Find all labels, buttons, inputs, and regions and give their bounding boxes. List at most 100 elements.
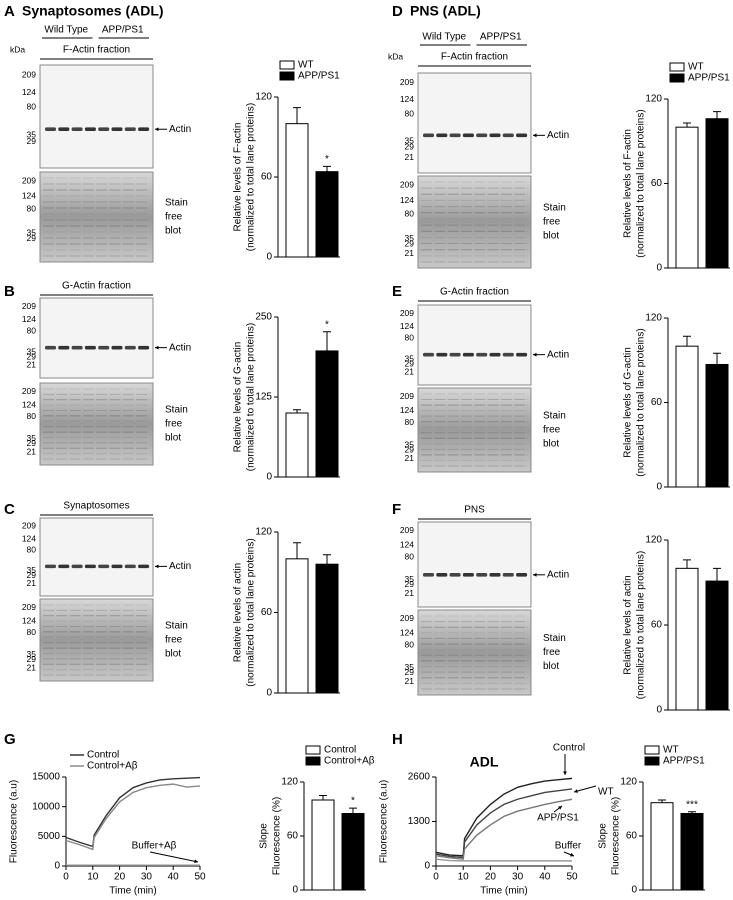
band [138, 345, 150, 350]
y-tick-label: 120 [255, 92, 272, 103]
band [516, 573, 528, 577]
y-tick-label: 60 [261, 607, 273, 618]
error-bar [658, 799, 666, 803]
band [476, 352, 488, 357]
fraction-label: PNS [464, 505, 485, 516]
fraction-label: F-Actin fraction [63, 45, 130, 56]
error-bar [323, 165, 331, 172]
legend-swatch [644, 756, 660, 766]
blot-image [39, 297, 154, 379]
ladder-label: 35 [405, 574, 415, 584]
group-label: APP/PS1 [480, 32, 522, 43]
y-tick-label: 125 [255, 392, 272, 403]
ladder-label: 209 [22, 521, 36, 531]
bar [675, 126, 699, 269]
ladder-label: 29 [405, 579, 415, 589]
y-tick-label: 60 [651, 178, 663, 189]
band [476, 573, 488, 577]
stain-label: Stain [165, 198, 188, 209]
arrow-head [533, 572, 537, 577]
panel-letter: G [4, 731, 16, 748]
ladder-label: 209 [22, 69, 36, 79]
ladder-label: 209 [400, 308, 414, 318]
band [45, 345, 56, 350]
x-tick-label: 20 [114, 872, 126, 883]
ladder-label: 124 [22, 314, 36, 324]
band [449, 133, 461, 138]
ladder-label: 21 [405, 676, 415, 686]
ladder-label: 35 [405, 354, 415, 364]
y-tick-label: 2600 [408, 772, 431, 783]
ladder-label: 21 [405, 453, 415, 463]
y-axis-label: Fluorescence (a.u) [9, 780, 20, 863]
x-tick-label: 0 [433, 872, 439, 883]
band [462, 133, 474, 138]
ladder-label: 80 [27, 102, 37, 112]
band [98, 345, 110, 350]
legend-swatch [305, 756, 321, 766]
bar [285, 558, 309, 694]
y-tick-label: 60 [287, 831, 299, 842]
ladder-label: 124 [400, 94, 414, 104]
band-label: Actin [547, 349, 569, 360]
error-bar [683, 335, 691, 347]
ladder-label: 29 [27, 136, 37, 146]
stain-label: blot [543, 439, 559, 450]
error-bar [323, 331, 331, 351]
legend-label: APP/PS1 [663, 756, 705, 767]
ladder-label: 35 [27, 649, 37, 659]
band [84, 345, 96, 350]
band-label: Actin [169, 124, 191, 135]
stain-label: Stain [165, 621, 188, 632]
band [423, 133, 434, 138]
panel-letter: C [4, 501, 15, 518]
ladder-label: 29 [27, 351, 37, 361]
ladder-label: 80 [405, 208, 415, 218]
blot-image [39, 517, 154, 597]
ladder-label: 209 [400, 391, 414, 401]
y-tick-label: 120 [281, 777, 298, 788]
bar [675, 567, 699, 711]
y-tick-label: 0 [266, 252, 272, 263]
ladder-label: 35 [405, 233, 415, 243]
series-label: Buffer+Aβ [132, 841, 177, 852]
arrow-head [558, 806, 562, 810]
ladder-label: 124 [22, 400, 36, 410]
y-axis-label: (normalized to total lane proteins) [636, 328, 647, 476]
panel-title: PNS (ADL) [410, 3, 481, 19]
ladder-label: 209 [400, 77, 414, 87]
stain-label: free [543, 217, 561, 228]
ladder-label: 21 [405, 367, 415, 377]
band [516, 133, 528, 138]
error-bar [713, 567, 721, 582]
bar [680, 813, 704, 891]
x-axis-label: Time (min) [109, 886, 156, 897]
band [111, 564, 123, 569]
bar [650, 802, 674, 891]
panel-title: Synaptosomes (ADL) [22, 3, 164, 19]
arrow-head [574, 789, 578, 793]
band [58, 127, 70, 132]
stain-label: free [165, 635, 183, 646]
ladder-label: 35 [405, 662, 415, 672]
ladder-label: 29 [405, 667, 415, 677]
ladder-label: 80 [27, 325, 37, 335]
ladder-label: 35 [27, 347, 37, 357]
legend-label: Control [87, 750, 119, 761]
error-bar [683, 559, 691, 569]
x-tick-label: 50 [194, 872, 206, 883]
series-line [435, 858, 572, 862]
x-tick-label: 0 [63, 872, 69, 883]
significance: *** [686, 799, 698, 810]
bar [705, 118, 729, 269]
y-tick-label: 60 [651, 397, 663, 408]
x-tick-label: 10 [87, 872, 99, 883]
stain-image [417, 387, 532, 473]
ladder-label: 209 [22, 602, 36, 612]
y-tick-label: 120 [620, 777, 637, 788]
y-axis-label: Slope [259, 823, 270, 849]
y-tick-label: 5000 [38, 831, 61, 842]
band [71, 127, 83, 132]
ladder-label: 124 [22, 534, 36, 544]
band-label: Actin [547, 569, 569, 580]
